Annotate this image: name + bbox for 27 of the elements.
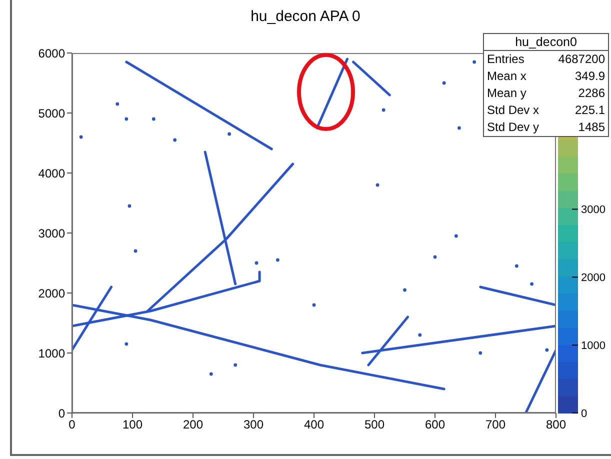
color-bar-label: 2000 xyxy=(581,272,606,284)
y-tick-label: 4000 xyxy=(38,166,66,180)
x-tick-label: 800 xyxy=(546,418,566,432)
text: Mean x 349.9 xyxy=(487,69,605,83)
x-tick-label: 700 xyxy=(485,418,506,432)
y-tick-label: 2000 xyxy=(38,286,66,300)
x-tick-label: 0 xyxy=(68,418,76,432)
text: Std Dev x 225.1 xyxy=(487,103,605,117)
text: Entries 4687200 xyxy=(487,52,605,66)
text: Mean y 2286 xyxy=(487,86,605,100)
text: hu_decon0 xyxy=(484,34,608,51)
x-tick-label: 500 xyxy=(364,418,385,432)
x-tick-label: 400 xyxy=(304,418,324,432)
y-tick-label: 0 xyxy=(58,406,66,420)
color-bar-label: 0 xyxy=(581,408,588,420)
x-tick-label: 200 xyxy=(182,418,204,432)
color-bar-label: 1000 xyxy=(581,340,606,352)
x-tick-label: 100 xyxy=(122,418,143,432)
color-bar-label: 3000 xyxy=(581,204,606,216)
x-tick-label: 600 xyxy=(424,418,446,432)
x-tick-label: 300 xyxy=(243,418,264,432)
y-tick-label: 6000 xyxy=(38,46,66,60)
y-tick-label: 5000 xyxy=(38,106,66,120)
chart-title: hu_decon APA 0 xyxy=(250,8,362,25)
text: Std Dev y 1485 xyxy=(487,120,605,134)
y-tick-label: 3000 xyxy=(38,226,66,240)
y-tick-label: 1000 xyxy=(38,346,66,360)
